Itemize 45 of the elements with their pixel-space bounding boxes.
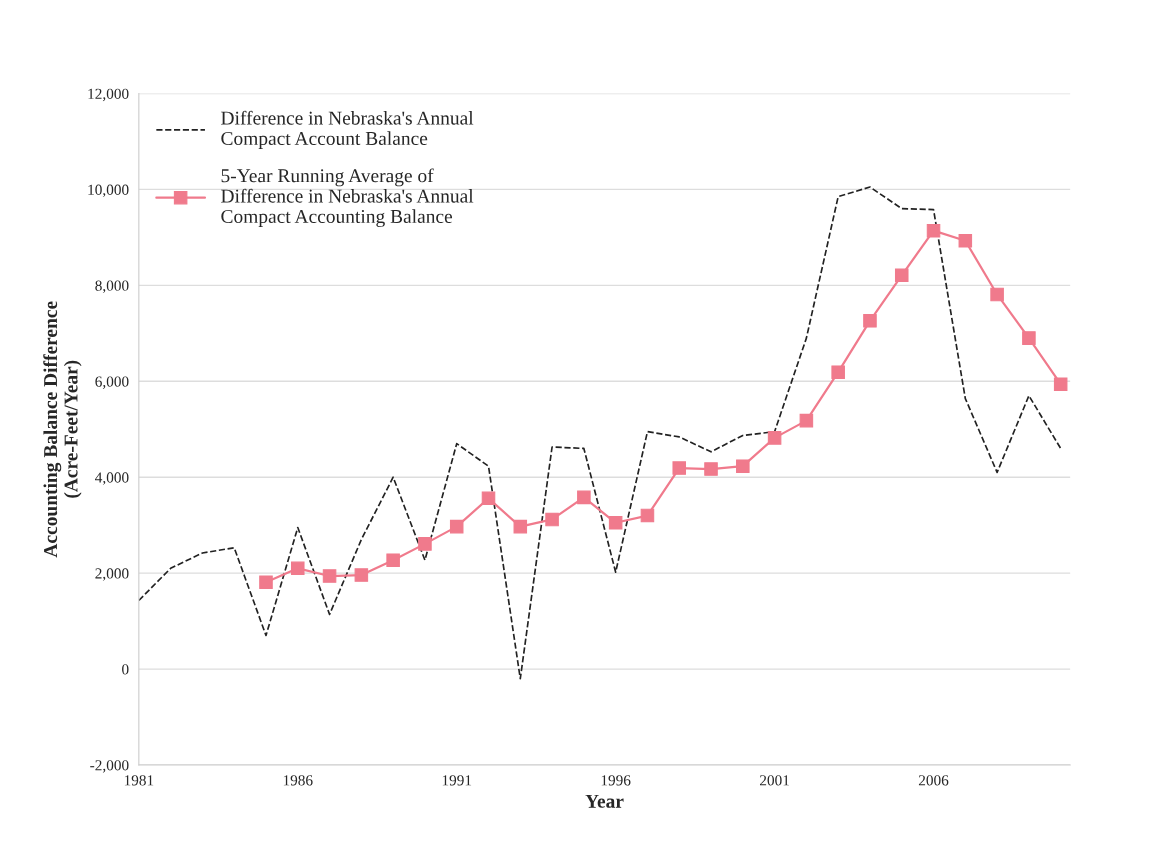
y-tick-label: -2,000 [90,760,129,773]
point [672,461,686,475]
point [863,314,877,328]
point [449,519,464,534]
point [481,491,496,506]
y-tick-label: 10,000 [88,184,129,198]
point [545,512,559,527]
y-tick-label: 4,000 [95,472,129,485]
point [926,223,941,238]
point [354,568,369,582]
point [990,287,1004,302]
point [608,516,623,530]
point [799,413,814,428]
point [1022,331,1036,345]
point [577,490,591,505]
point [418,537,432,551]
y-tick-label: 12,000 [88,88,129,102]
point [831,365,845,379]
point [958,233,973,248]
x-tick-label: 1996 [601,775,631,786]
x-tick-label: 1986 [283,775,313,786]
x-tick-label: 1991 [442,775,472,786]
point [704,462,718,476]
point [767,431,782,445]
y-tick-label: 0 [122,664,129,675]
legend-label: 5-Year Running Average of Difference in Nebraska's Annual Compact Accounting Balance [221,168,474,228]
x-tick-label: 2001 [759,775,789,786]
y-tick-label: 2,000 [95,568,129,581]
y-tick-label: 8,000 [95,280,129,294]
y-axis-title: Accounting Balance Difference (Acre-Feet/Year) [43,301,82,558]
point [259,575,273,590]
point [1053,377,1068,391]
x-axis-title: Year [585,794,624,808]
x-tick-label: 1981 [124,775,154,786]
x-tick-label: 2006 [918,775,949,786]
point [640,508,655,523]
point [736,459,750,473]
point [322,569,337,583]
point [513,519,528,534]
point [291,561,305,576]
line-series [138,186,1062,680]
y-tick-label: 6,000 [95,376,129,389]
legend-label: Difference in Nebraska's Annual Compact Account Balance [221,110,474,149]
point [386,553,400,567]
point [894,268,909,283]
